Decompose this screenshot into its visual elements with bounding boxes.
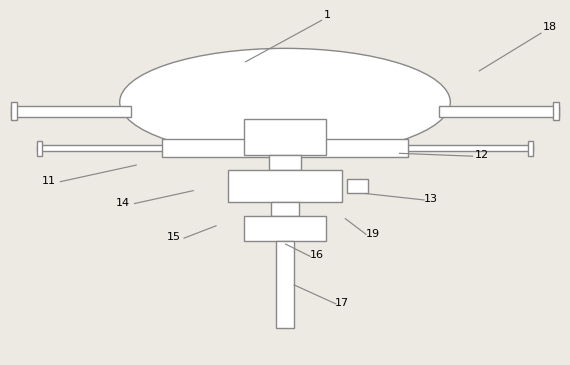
Text: 14: 14 — [116, 197, 129, 208]
Text: 12: 12 — [475, 150, 488, 160]
Bar — [271, 202, 299, 216]
Text: 16: 16 — [310, 250, 323, 261]
Text: 11: 11 — [42, 176, 55, 186]
Bar — [11, 106, 131, 117]
Ellipse shape — [120, 49, 450, 156]
Text: 17: 17 — [335, 298, 349, 308]
Bar — [244, 216, 326, 241]
Bar — [528, 141, 533, 156]
Text: 13: 13 — [424, 194, 437, 204]
Bar — [37, 145, 533, 151]
Bar — [244, 119, 326, 155]
Bar — [439, 106, 559, 117]
Text: 1: 1 — [324, 10, 331, 20]
Text: 18: 18 — [543, 22, 557, 32]
Text: 19: 19 — [367, 228, 380, 239]
Bar — [11, 102, 17, 120]
Bar — [269, 155, 301, 170]
Bar — [347, 179, 368, 193]
Bar — [228, 170, 342, 202]
Bar — [553, 102, 559, 120]
Bar — [37, 141, 42, 156]
Bar — [276, 241, 294, 328]
Bar — [162, 139, 408, 157]
Text: 15: 15 — [167, 232, 181, 242]
